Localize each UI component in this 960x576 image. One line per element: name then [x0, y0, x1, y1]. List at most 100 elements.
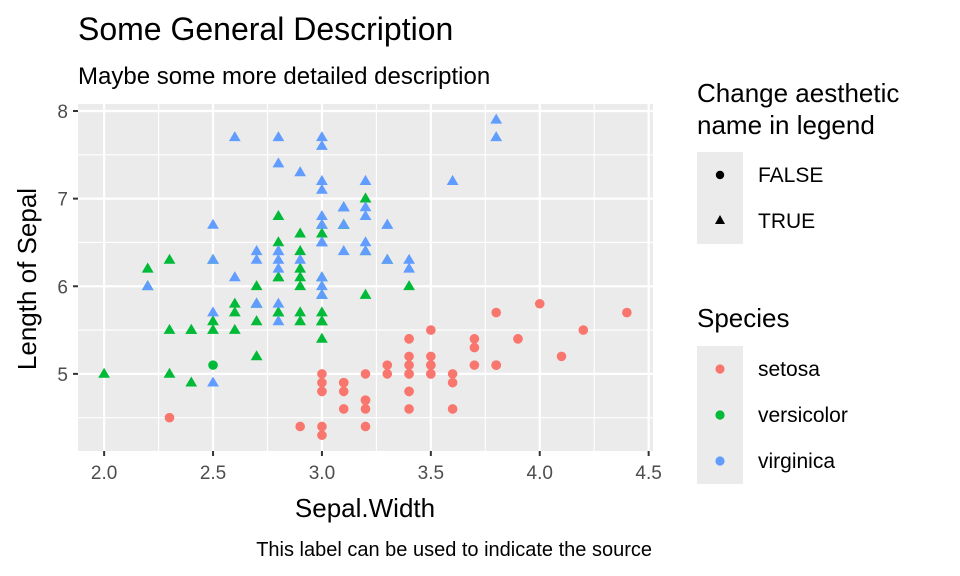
point-versicolor: [228, 323, 241, 334]
x-axis-label: Sepal.Width: [295, 493, 435, 523]
chart-caption: This label can be used to indicate the s…: [256, 539, 652, 561]
point-virginica: [272, 297, 285, 308]
y-tick-label: 6: [57, 277, 68, 298]
point-virginica: [250, 245, 263, 256]
point-virginica: [272, 262, 285, 273]
legend-setosa-key: [715, 364, 725, 374]
point-virginica: [141, 280, 154, 291]
point-virginica: [294, 166, 306, 177]
point-setosa: [360, 404, 371, 414]
point-virginica: [316, 218, 328, 229]
point-virginica: [228, 271, 241, 282]
legend-virginica-key: [715, 456, 725, 466]
legend-shape-key-bg: [697, 152, 743, 244]
point-setosa: [426, 369, 436, 379]
point-setosa: [426, 360, 436, 370]
point-setosa: [404, 360, 414, 370]
point-setosa: [404, 404, 414, 414]
point-virginica: [272, 315, 285, 326]
point-virginica: [359, 201, 372, 212]
point-versicolor: [163, 367, 176, 378]
point-virginica: [272, 245, 285, 256]
data-points: [98, 113, 632, 441]
point-virginica: [207, 306, 219, 317]
point-virginica: [272, 131, 285, 142]
point-versicolor: [207, 323, 219, 334]
point-versicolor: [141, 262, 154, 273]
point-versicolor: [316, 332, 328, 343]
point-virginica: [337, 201, 350, 212]
point-virginica: [316, 280, 328, 291]
point-virginica: [272, 253, 285, 264]
legend-versicolor-key: [715, 410, 725, 420]
plot-panel: [78, 104, 653, 451]
point-virginica: [337, 218, 350, 229]
point-versicolor: [294, 271, 306, 282]
point-versicolor: [294, 306, 306, 317]
legend-species-label-versicolor: versicolor: [758, 404, 848, 427]
x-tick-label: 4.0: [527, 463, 553, 484]
point-setosa: [534, 298, 545, 309]
point-versicolor: [208, 360, 218, 370]
point-versicolor: [316, 227, 328, 238]
point-setosa: [404, 369, 414, 379]
point-versicolor: [185, 323, 198, 334]
y-axis-label: Length of Sepal: [12, 188, 42, 370]
point-virginica: [446, 174, 459, 185]
legend-species-title: Species: [697, 303, 790, 333]
point-setosa: [426, 325, 436, 335]
legend-shape: Change aesthetic name in legend FALSE TR…: [697, 78, 899, 244]
x-tick-label: 3.5: [418, 463, 444, 484]
point-versicolor: [294, 245, 306, 256]
point-setosa: [317, 386, 327, 397]
point-versicolor: [272, 306, 285, 317]
point-setosa: [578, 325, 589, 335]
point-setosa: [447, 404, 458, 414]
legend-species-label-virginica: virginica: [758, 450, 835, 473]
point-setosa: [556, 351, 567, 362]
point-virginica: [381, 218, 394, 229]
point-virginica: [316, 288, 328, 299]
legend-shape-title-line-1: Change aesthetic: [697, 78, 899, 108]
chart-title: Some General Description: [78, 11, 453, 47]
point-virginica: [316, 271, 328, 282]
point-virginica: [359, 245, 372, 256]
point-virginica: [207, 253, 219, 264]
legend-triangle-key: [715, 215, 725, 224]
point-virginica: [359, 236, 372, 247]
point-versicolor: [403, 280, 415, 291]
point-setosa: [317, 377, 327, 388]
point-virginica: [250, 297, 263, 308]
y-axis: 5 6 7 8: [57, 102, 78, 386]
point-virginica: [403, 262, 415, 273]
x-tick-label: 4.5: [635, 463, 661, 484]
point-setosa: [360, 421, 371, 432]
legend-species: Species setosa versicolor virginica: [697, 303, 848, 484]
point-setosa: [447, 377, 458, 388]
point-setosa: [338, 377, 349, 388]
point-versicolor: [272, 271, 285, 282]
point-setosa: [317, 369, 327, 379]
point-setosa: [469, 334, 480, 344]
y-tick-label: 8: [57, 102, 68, 123]
legend-shape-label-false: FALSE: [758, 164, 823, 187]
point-versicolor: [250, 280, 263, 291]
legend-species-label-setosa: setosa: [758, 358, 820, 381]
point-versicolor: [294, 262, 306, 273]
point-versicolor: [185, 376, 198, 387]
point-virginica: [381, 253, 394, 264]
point-setosa: [469, 360, 480, 370]
point-versicolor: [163, 253, 176, 264]
point-setosa: [164, 412, 175, 423]
point-setosa: [338, 386, 349, 397]
point-setosa: [317, 421, 327, 432]
point-virginica: [316, 139, 328, 150]
chart-subtitle: Maybe some more detailed description: [78, 63, 490, 90]
point-virginica: [250, 253, 263, 264]
point-versicolor: [228, 306, 241, 317]
point-setosa: [360, 395, 371, 405]
point-virginica: [316, 210, 328, 220]
point-virginica: [490, 131, 503, 142]
point-setosa: [382, 369, 393, 379]
